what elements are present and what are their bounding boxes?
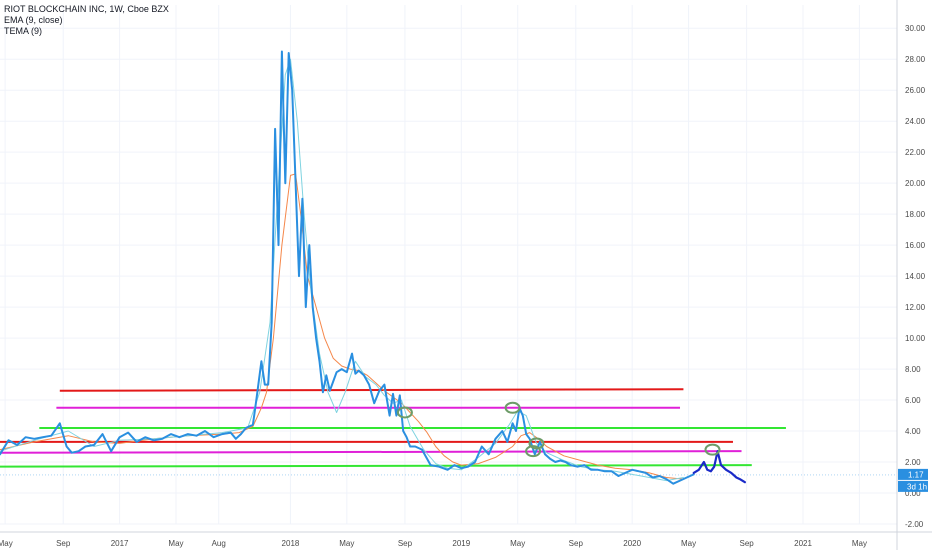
- chart-legend: RIOT BLOCKCHAIN INC, 1W, Cboe BZX EMA (9…: [4, 4, 169, 37]
- x-tick-label: May: [0, 539, 13, 548]
- circle-annotation: [504, 401, 521, 414]
- y-tick-label: 6.00: [905, 396, 921, 405]
- x-tick-label: Aug: [212, 539, 226, 548]
- x-tick-label: 2019: [452, 539, 470, 548]
- y-tick-label: 14.00: [905, 272, 926, 281]
- x-tick-label: Sep: [569, 539, 584, 548]
- y-tick-label: 2.00: [905, 458, 921, 467]
- circle-annotation: [396, 406, 413, 419]
- x-tick-label: May: [339, 539, 354, 548]
- last-price-tag: [898, 468, 928, 480]
- x-tick-label: 2020: [623, 539, 641, 548]
- x-tick-label: Sep: [56, 539, 71, 548]
- y-tick-label: 16.00: [905, 241, 926, 250]
- y-tick-label: 22.00: [905, 148, 926, 157]
- tema-indicator-label[interactable]: TEMA (9): [4, 26, 43, 36]
- y-tick-label: 28.00: [905, 55, 926, 64]
- x-tick-label: 2017: [111, 539, 129, 548]
- x-tick-label: May: [168, 539, 183, 548]
- level-line-6: [0, 464, 752, 468]
- x-tick-label: May: [510, 539, 525, 548]
- y-tick-label: -2.00: [905, 520, 924, 529]
- x-tick-label: Sep: [398, 539, 413, 548]
- y-tick-label: 20.00: [905, 179, 926, 188]
- y-tick-label: 24.00: [905, 117, 926, 126]
- bar-countdown-value: 3d 1h: [907, 482, 927, 491]
- circle-annotation: [525, 445, 542, 458]
- circle-annotation: [528, 437, 545, 450]
- y-tick-label: 10.00: [905, 334, 926, 343]
- last-price-value: 1.17: [908, 470, 924, 479]
- y-tick-label: 4.00: [905, 427, 921, 436]
- symbol-title[interactable]: RIOT BLOCKCHAIN INC, 1W, Cboe BZX: [4, 4, 169, 14]
- y-tick-label: 8.00: [905, 365, 921, 374]
- y-tick-label: 0.00: [905, 489, 921, 498]
- bar-countdown-tag: [898, 480, 928, 492]
- circle-annotation: [704, 443, 721, 456]
- price-series-line: [0, 50, 695, 485]
- x-tick-label: Sep: [740, 539, 755, 548]
- tema-series-line: [0, 58, 684, 482]
- x-tick-label: 2018: [282, 539, 300, 548]
- y-tick-label: 18.00: [905, 210, 926, 219]
- x-tick-label: May: [681, 539, 696, 548]
- y-tick-label: 12.00: [905, 303, 926, 312]
- y-tick-label: 26.00: [905, 86, 926, 95]
- drawn-projection-path: [692, 450, 747, 484]
- level-line-5: [0, 450, 742, 454]
- y-tick-label: 30.00: [905, 24, 926, 33]
- ema-indicator-label[interactable]: EMA (9, close): [4, 15, 63, 25]
- x-tick-label: May: [852, 539, 867, 548]
- x-tick-label: 2021: [794, 539, 812, 548]
